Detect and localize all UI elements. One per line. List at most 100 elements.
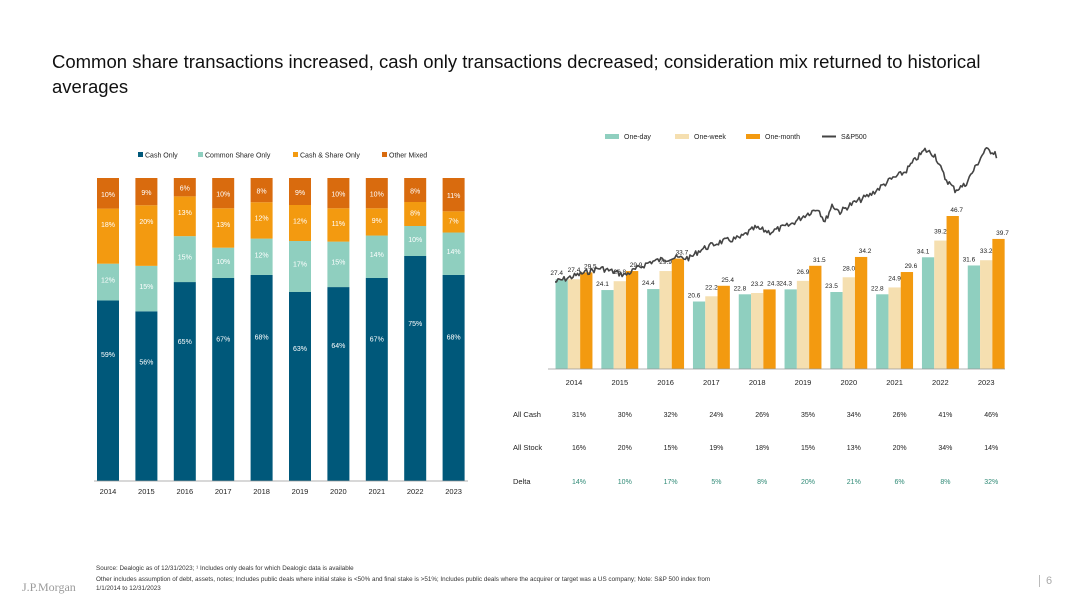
- x-tick-label: 2016: [657, 378, 674, 387]
- segment-value-label: 67%: [216, 336, 230, 343]
- legend-label-other-mixed: Other Mixed: [389, 153, 427, 160]
- x-tick-label: 2020: [330, 487, 347, 496]
- one-month-bar: [809, 265, 822, 369]
- one-day-bar: [830, 292, 843, 369]
- one-month-bar: [717, 285, 730, 369]
- legend-label-one-week: One-week: [694, 134, 726, 141]
- legend-swatch-common-share: [198, 152, 203, 157]
- cash-share-bar: [173, 196, 196, 237]
- one-day-bar: [692, 301, 706, 369]
- other-mixed-bar: [404, 178, 427, 202]
- segment-value-label: 13%: [216, 222, 230, 229]
- common-share-bar: [404, 226, 427, 256]
- one-month-bar: [580, 272, 593, 369]
- segment-value-label: 65%: [178, 339, 192, 346]
- segment-value-label: 10%: [370, 192, 384, 199]
- segment-value-label: 15%: [178, 254, 192, 261]
- segment-value-label: 64%: [331, 343, 345, 350]
- legend-swatch-one-month: [746, 134, 760, 139]
- sp500-line: [555, 147, 998, 283]
- segment-value-label: 75%: [408, 321, 422, 328]
- segment-value-label: 67%: [370, 336, 384, 343]
- table-cell: 15%: [664, 445, 678, 452]
- table-cell: 35%: [801, 412, 815, 419]
- common-share-bar: [289, 241, 311, 292]
- bar-value-label: 23.2: [751, 281, 764, 288]
- bar-value-label: 26.9: [797, 269, 810, 276]
- cash-share-bar: [212, 208, 235, 248]
- one-week-bar: [613, 281, 626, 369]
- other-mixed-bar: [173, 178, 196, 197]
- segment-value-label: 18%: [101, 222, 115, 229]
- table-cell: 46%: [984, 412, 998, 419]
- common-share-bar: [212, 247, 235, 278]
- segment-value-label: 11%: [332, 221, 346, 228]
- bar-value-label: 24.9: [888, 275, 901, 282]
- one-week-bar: [980, 260, 993, 369]
- table-cell: 13%: [847, 445, 861, 452]
- cash-only-bar: [289, 292, 311, 481]
- bar-value-label: 31.5: [813, 257, 826, 264]
- x-tick-label: 2022: [407, 487, 424, 496]
- one-day-bar: [967, 265, 981, 369]
- table-row-label: All Stock: [513, 443, 542, 452]
- bar-value-label: 34.2: [859, 248, 872, 255]
- x-tick-label: 2014: [100, 487, 117, 496]
- legend-label-cash-only: Cash Only: [145, 153, 178, 160]
- legend-label-one-day: One-day: [624, 134, 651, 141]
- cash-only-bar: [135, 311, 158, 481]
- legend-label-cash-share: Cash & Share Only: [300, 153, 360, 160]
- x-tick-label: 2014: [566, 378, 583, 387]
- other-mixed-bar: [442, 178, 465, 212]
- bar-value-label: 29.6: [905, 263, 918, 270]
- one-week-bar: [796, 280, 810, 369]
- other-mixed-bar: [135, 178, 158, 206]
- table-cell: 31%: [572, 412, 586, 419]
- other-mixed-bar: [327, 178, 350, 209]
- table-cell: 32%: [664, 412, 678, 419]
- common-share-bar: [97, 263, 119, 301]
- common-share-bar: [250, 238, 273, 275]
- segment-value-label: 12%: [293, 219, 307, 226]
- x-tick-label: 2017: [215, 487, 232, 496]
- cash-share-bar: [289, 205, 311, 241]
- table-cell: 26%: [893, 412, 907, 419]
- bar-value-label: 28.0: [842, 265, 855, 272]
- x-tick-label: 2020: [840, 378, 857, 387]
- x-tick-label: 2015: [611, 378, 628, 387]
- segment-value-label: 59%: [101, 352, 115, 359]
- bar-value-label: 33.2: [980, 248, 993, 255]
- table-cell: 19%: [709, 445, 723, 452]
- cash-only-bar: [442, 274, 465, 481]
- cash-only-bar: [327, 287, 350, 481]
- cash-share-bar: [327, 208, 350, 242]
- segment-value-label: 20%: [139, 219, 153, 226]
- bar-value-label: 39.7: [996, 230, 1009, 237]
- table-cell: 16%: [572, 445, 586, 452]
- one-day-bar: [784, 289, 797, 369]
- bar-value-label: 29.9: [630, 262, 643, 269]
- cash-share-bar: [365, 208, 388, 236]
- segment-value-label: 15%: [139, 284, 153, 291]
- page-number: 6: [1039, 575, 1052, 587]
- one-day-bar: [876, 294, 889, 369]
- table-cell: 8%: [757, 479, 767, 486]
- table-cell: 14%: [984, 445, 998, 452]
- segment-value-label: 9%: [141, 190, 151, 197]
- common-share-bar: [327, 241, 350, 288]
- one-day-bar: [601, 290, 614, 369]
- segment-value-label: 10%: [101, 192, 115, 199]
- segment-value-label: 63%: [293, 346, 307, 353]
- legend-swatch-other-mixed: [382, 152, 387, 157]
- segment-value-label: 10%: [216, 259, 230, 266]
- cash-share-bar: [135, 205, 158, 266]
- common-share-bar: [173, 236, 196, 283]
- table-row-label: All Cash: [513, 410, 541, 419]
- x-tick-label: 2021: [368, 487, 385, 496]
- segment-value-label: 14%: [370, 252, 384, 259]
- segment-value-label: 7%: [449, 218, 459, 225]
- table-cell: 8%: [940, 479, 950, 486]
- table-cell: 26%: [755, 412, 769, 419]
- legend-swatch-one-week: [675, 134, 689, 139]
